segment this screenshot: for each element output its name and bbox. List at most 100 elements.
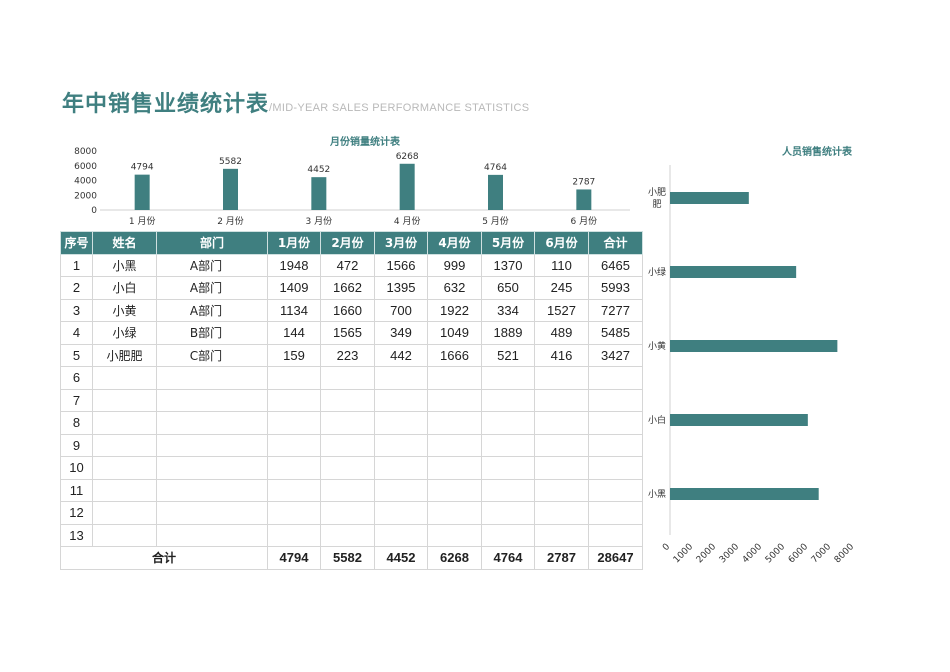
column-header: 序号 [60, 231, 93, 255]
table-cell [92, 433, 157, 457]
table-cell: 1134 [267, 298, 321, 322]
table-cell [267, 501, 321, 525]
table-cell [481, 501, 535, 525]
table-cell: 9 [60, 433, 93, 457]
monthly-bar [223, 168, 238, 210]
table-row: 2 小白 A部门 1409 1662 1395 632 650 245 5993 [60, 276, 643, 300]
monthly-data-label: 6268 [396, 152, 419, 162]
table-cell: 110 [534, 253, 589, 277]
monthly-y-tick-label: 4000 [74, 177, 97, 187]
monthly-data-label: 4452 [307, 165, 330, 175]
table-cell: C部门 [156, 343, 268, 367]
table-cell [92, 478, 157, 502]
table-cell: 2 [60, 276, 93, 300]
table-cell [267, 456, 321, 480]
table-cell [320, 501, 375, 525]
table-cell [534, 501, 589, 525]
monthly-category-label: 2 月份 [217, 215, 244, 227]
table-cell [156, 411, 268, 435]
table-cell [156, 501, 268, 525]
total-cell: 6268 [427, 546, 482, 570]
table-cell [92, 366, 157, 390]
table-cell [320, 478, 375, 502]
table-row: 7 [60, 388, 643, 412]
table-cell [534, 411, 589, 435]
table-cell: 5485 [588, 321, 643, 345]
table-cell: 632 [427, 276, 482, 300]
table-cell: 3427 [588, 343, 643, 367]
monthly-bar [311, 177, 327, 210]
monthly-data-label: 2787 [572, 177, 595, 187]
table-cell [588, 433, 643, 457]
table-cell [92, 388, 157, 412]
table-cell [320, 433, 375, 457]
sales-table: 序号 姓名 部门 1月份 2月份 3月份 4月份 5月份 6月份 合计 1 小黑 A部门 1948 472… [60, 231, 643, 570]
monthly-data-label: 4764 [484, 163, 507, 173]
table-cell [267, 433, 321, 457]
table-cell: A部门 [156, 298, 268, 322]
column-header: 4月份 [427, 231, 482, 255]
table-cell: 1 [60, 253, 93, 277]
table-cell: 6 [60, 366, 93, 390]
column-header: 2月份 [320, 231, 375, 255]
table-cell [156, 478, 268, 502]
monthly-category-label: 6 月份 [571, 215, 598, 227]
table-cell [427, 366, 482, 390]
table-cell [267, 366, 321, 390]
table-cell: 1370 [481, 253, 535, 277]
table-cell [427, 433, 482, 457]
monthly-bar [134, 174, 150, 210]
table-cell [588, 501, 643, 525]
table-cell [320, 523, 375, 547]
table-cell: 472 [320, 253, 375, 277]
person-category-label: 小绿 [648, 266, 666, 278]
person-bar [670, 340, 838, 352]
table-cell [427, 523, 482, 547]
table-row: 13 [60, 523, 643, 547]
table-cell: A部门 [156, 276, 268, 300]
table-cell: 小黑 [92, 253, 157, 277]
table-cell [92, 523, 157, 547]
table-cell: 小白 [92, 276, 157, 300]
person-x-tick-label: 0 [661, 542, 672, 553]
person-bar [670, 488, 819, 500]
table-cell [534, 366, 589, 390]
monthly-category-label: 4 月份 [394, 215, 421, 227]
table-cell [156, 388, 268, 412]
total-cell: 28647 [588, 546, 643, 570]
table-cell: 5993 [588, 276, 643, 300]
table-cell: 521 [481, 343, 535, 367]
table-cell: 1922 [427, 298, 482, 322]
monthly-category-label: 1 月份 [129, 215, 156, 227]
table-cell [156, 456, 268, 480]
table-cell [374, 456, 428, 480]
table-cell [267, 388, 321, 412]
monthly-category-label: 3 月份 [306, 215, 333, 227]
table-cell: 10 [60, 456, 93, 480]
table-cell: 小肥肥 [92, 343, 157, 367]
table-row: 4 小绿 B部门 144 1565 349 1049 1889 489 5485 [60, 321, 643, 345]
table-cell: 7277 [588, 298, 643, 322]
person-category-label: 小白 [648, 414, 666, 426]
table-cell [374, 523, 428, 547]
table-row: 6 [60, 366, 643, 390]
table-cell: 1409 [267, 276, 321, 300]
table-cell [320, 411, 375, 435]
page-title: 年中销售业绩统计表/MID-YEAR SALES PERFORMANCE STA… [62, 86, 529, 118]
person-x-tick-label: 2000 [695, 542, 718, 565]
monthly-category-label: 5 月份 [482, 215, 509, 227]
table-cell: 999 [427, 253, 482, 277]
table-cell: 13 [60, 523, 93, 547]
table-cell: 144 [267, 321, 321, 345]
table-row: 5 小肥肥 C部门 159 223 442 1666 521 416 3427 [60, 343, 643, 367]
person-bar [670, 266, 797, 278]
column-header: 6月份 [534, 231, 589, 255]
monthly-bar [399, 163, 415, 210]
table-cell [92, 501, 157, 525]
monthly-bar [576, 189, 592, 210]
total-cell: 4794 [267, 546, 321, 570]
table-cell: 1565 [320, 321, 375, 345]
column-header: 3月份 [374, 231, 428, 255]
column-header: 5月份 [481, 231, 535, 255]
